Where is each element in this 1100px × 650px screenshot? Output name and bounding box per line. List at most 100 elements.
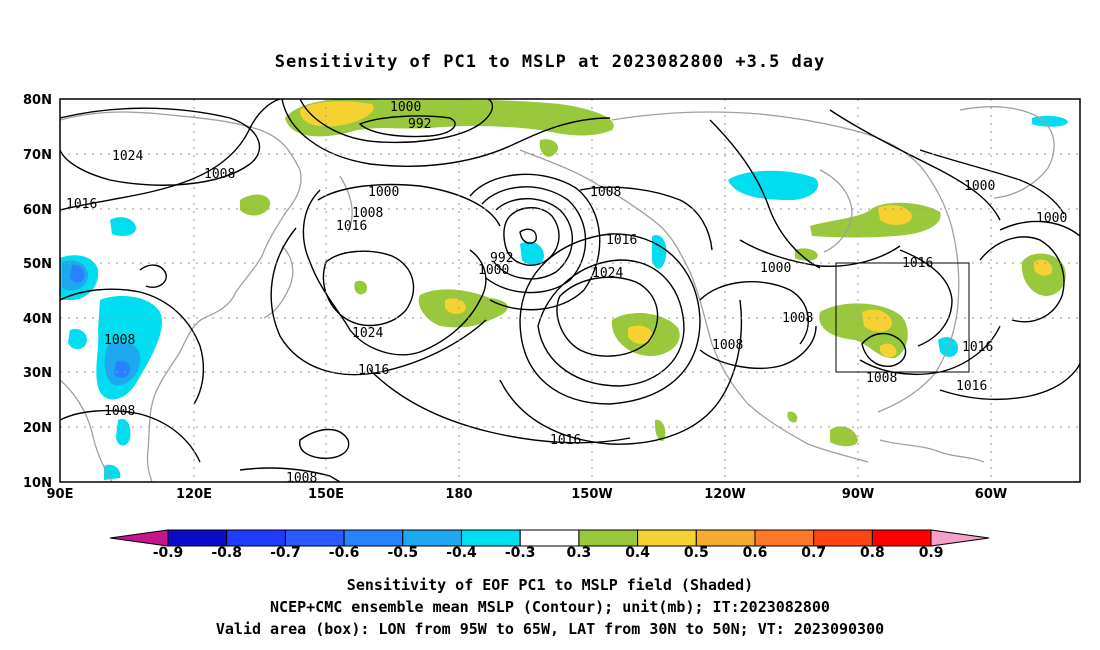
contour-line: [60, 288, 205, 405]
coastline-india: [60, 379, 113, 482]
contour-line: [493, 198, 574, 280]
contour-line: [899, 249, 953, 347]
contour-label: 992: [490, 251, 513, 266]
contour-label: 1024: [592, 266, 623, 281]
contour-label: 1024: [112, 149, 143, 164]
colorbar-segment: [695, 529, 756, 547]
positive-region: [445, 298, 466, 314]
coastline-kamchatka: [339, 175, 353, 233]
sensitivity-shading: [60, 99, 1068, 480]
contour-line: [939, 363, 1080, 401]
positive-region: [880, 343, 897, 358]
contour-line: [739, 239, 901, 268]
contour-label: 1008: [286, 471, 317, 486]
lon-tick-label: 180: [445, 487, 472, 502]
colorbar-label: -0.3: [505, 545, 536, 561]
coastline-canada: [611, 111, 960, 413]
positive-region: [628, 325, 653, 344]
colorbar-segment: [813, 529, 873, 547]
negative-region: [110, 217, 136, 236]
lon-tick-label: 90W: [842, 487, 874, 502]
colorbar-segment: [226, 529, 286, 547]
contour-label: 1024: [352, 326, 383, 341]
negative-region: [520, 241, 544, 265]
coastline-asia: [60, 111, 302, 482]
colorbar-label: 0.6: [743, 545, 768, 561]
coastline-greenland: [959, 106, 1055, 199]
colorbar-label: 0.4: [625, 545, 650, 561]
lon-tick-label: 60W: [975, 487, 1007, 502]
lat-tick-label: 60N: [23, 203, 52, 218]
contour-line: [60, 99, 281, 211]
contour-label: 1016: [962, 340, 993, 355]
lon-tick-label: 120W: [704, 487, 745, 502]
contour-labels: 1000 992 1024 1008 1016 1000 1008 1016 9…: [66, 100, 1067, 486]
contour-label: 1016: [336, 219, 367, 234]
contour-line: [60, 107, 261, 186]
positive-region: [1034, 259, 1053, 276]
positive-region: [830, 426, 858, 447]
contour-line: [829, 109, 1001, 221]
caption-line-3: Valid area (box): LON from 95W to 65W, L…: [216, 620, 884, 638]
colorbar-low-arrow: [109, 529, 169, 547]
map-background: [60, 99, 1080, 482]
contour-line: [503, 207, 560, 266]
lat-tick-label: 20N: [23, 421, 52, 436]
colorbar-label: -0.8: [211, 545, 242, 561]
contour-line: [499, 299, 743, 445]
contour-line: [579, 186, 713, 251]
positive-region: [862, 309, 892, 332]
contour-line: [919, 149, 1065, 215]
contour-label: 1016: [358, 363, 389, 378]
contour-label: 1008: [782, 311, 813, 326]
positive-region: [354, 280, 368, 295]
contour-line: [369, 369, 631, 444]
positive-region: [539, 139, 559, 157]
colorbar-segment: [284, 529, 345, 547]
coastline-alaska: [519, 149, 869, 463]
contour-line: [239, 467, 341, 482]
contour-label: 1008: [104, 404, 135, 419]
contour-label: 1016: [902, 256, 933, 271]
colorbar-label: -0.4: [446, 545, 477, 561]
lon-tick-label: 120E: [176, 487, 212, 502]
contour-line: [699, 325, 817, 369]
lat-tick-label: 50N: [23, 257, 52, 272]
positive-region: [878, 205, 912, 225]
colorbar-segment: [402, 529, 462, 547]
contour-label: 992: [408, 117, 431, 132]
colorbar-segment: [519, 529, 580, 547]
colorbar-label: -0.7: [270, 545, 301, 561]
contour-line: [709, 119, 821, 269]
negative-region: [70, 264, 85, 283]
coastlines: [60, 106, 1055, 482]
lon-axis: 90E 120E 150E 180 150W 120W 90W 60W: [47, 487, 1008, 502]
coastline-hudson: [819, 169, 853, 253]
contour-line: [302, 189, 487, 356]
colorbar-segment: [578, 529, 639, 547]
contour-line: [699, 281, 809, 345]
contour-line: [537, 259, 685, 387]
colorbar-segment: [637, 529, 697, 547]
map-panel: 1000 992 1024 1008 1016 1000 1008 1016 9…: [23, 93, 1081, 502]
caption-line-1: Sensitivity of EOF PC1 to MSLP field (Sh…: [347, 576, 753, 594]
contour-line: [979, 236, 1065, 323]
contour-line: [270, 227, 487, 376]
colorbar-segment: [871, 529, 932, 547]
lat-axis: 80N 70N 60N 50N 40N 30N 20N 10N: [23, 93, 52, 491]
positive-region: [795, 248, 818, 261]
contour-line: [481, 186, 587, 294]
negative-region: [114, 360, 131, 378]
positive-region: [654, 419, 666, 442]
contour-label: 1016: [606, 233, 637, 248]
colorbar-label: 0.7: [801, 545, 826, 561]
colorbar-segment: [754, 529, 815, 547]
figure-title: Sensitivity of PC1 to MSLP at 2023082800…: [275, 52, 826, 72]
positive-region: [240, 194, 271, 216]
valid-area-box: [835, 262, 970, 373]
map-frame: [59, 98, 1081, 483]
contour-line: [322, 250, 415, 327]
contour-line: [299, 99, 494, 144]
contour-label: 1008: [204, 167, 235, 182]
